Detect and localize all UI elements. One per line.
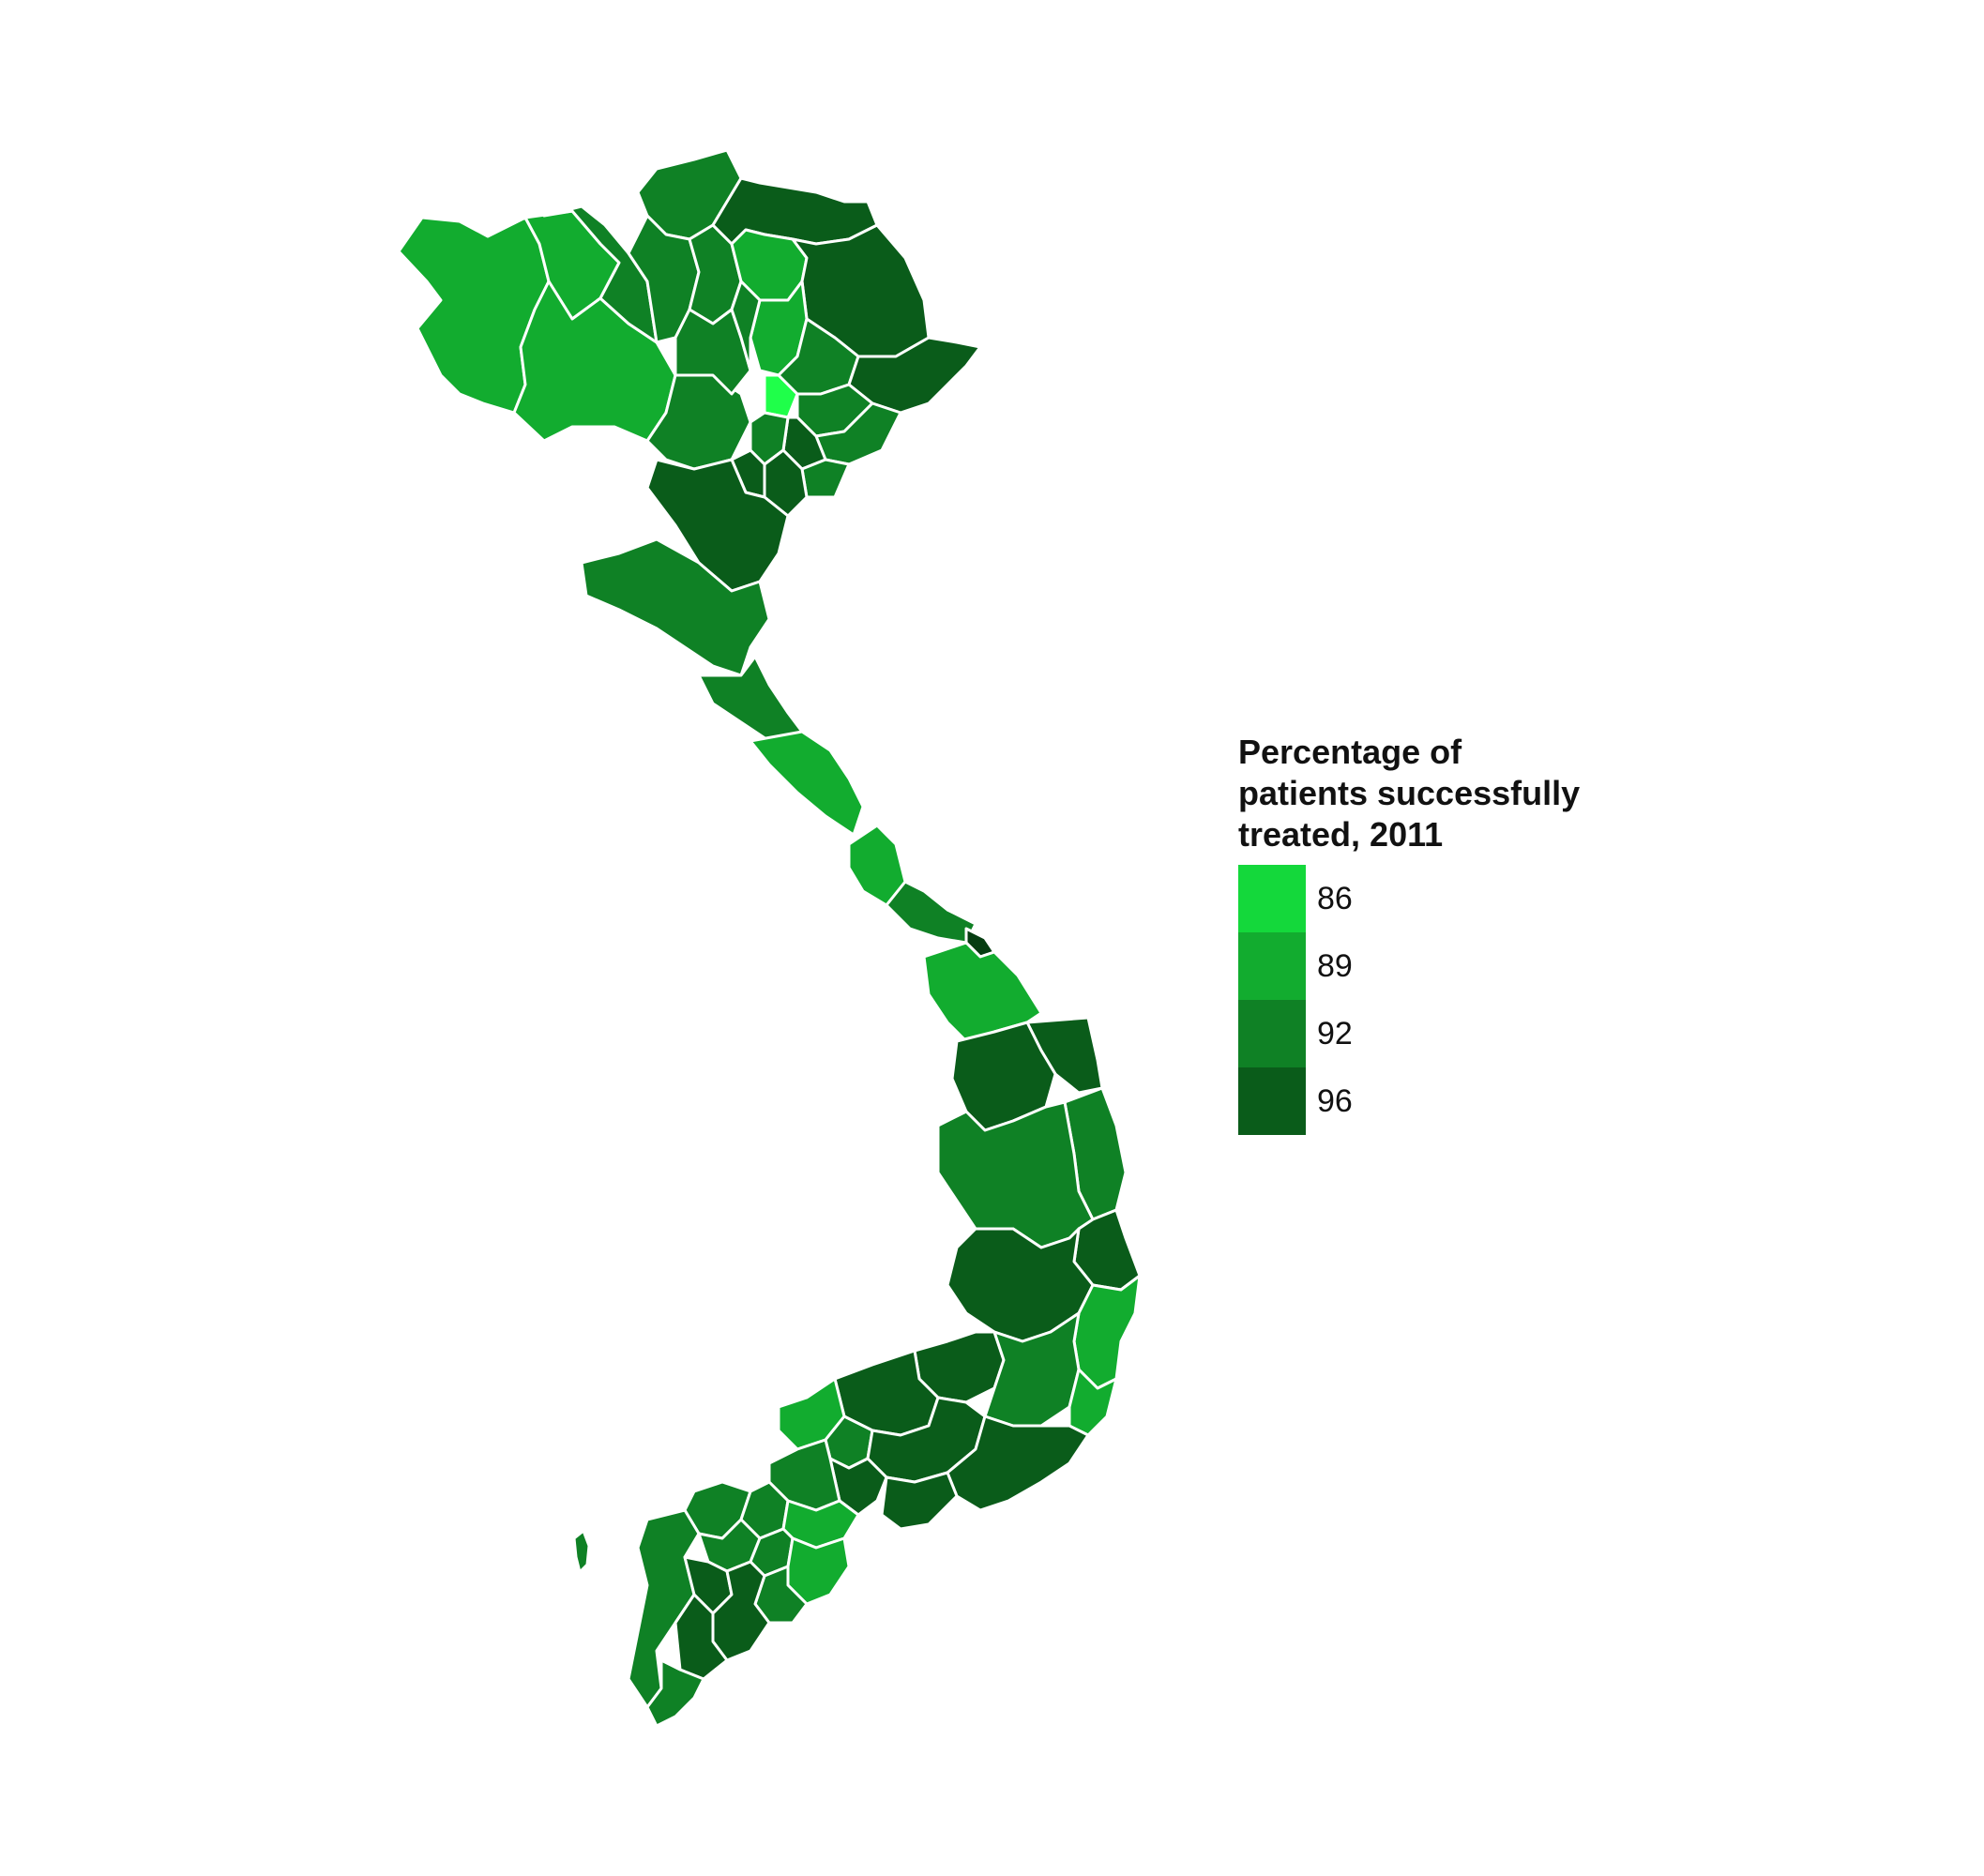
province-nghe-an[interactable]	[580, 537, 771, 677]
legend-items: 86 89 92 96	[1238, 865, 1670, 1135]
map-legend: Percentage of patients successfully trea…	[1238, 732, 1670, 1135]
legend-swatch-89	[1238, 932, 1306, 1000]
province-phu-tho[interactable]	[674, 308, 752, 396]
legend-swatch-96	[1238, 1067, 1306, 1135]
legend-swatch-86	[1238, 865, 1306, 932]
province-vinh-phuc[interactable]	[730, 280, 762, 372]
province-thanh-hoa[interactable]	[645, 458, 790, 593]
province-phu-quoc-island[interactable]	[572, 1529, 591, 1574]
province-group	[397, 148, 1142, 1728]
legend-label-92: 92	[1317, 1016, 1353, 1051]
province-gia-lai[interactable]	[936, 1100, 1095, 1249]
legend-label-89: 89	[1317, 948, 1353, 984]
legend-item-92: 92	[1238, 1000, 1670, 1067]
province-thua-thien-hue[interactable]	[885, 880, 977, 945]
province-thai-binh[interactable]	[800, 458, 851, 499]
legend-title: Percentage of patients successfully trea…	[1238, 733, 1581, 854]
province-quang-nam[interactable]	[922, 941, 1043, 1043]
legend-label-86: 86	[1317, 881, 1353, 916]
legend-swatch-92	[1238, 1000, 1306, 1067]
province-lao-cai[interactable]	[542, 204, 659, 344]
province-quang-binh[interactable]	[749, 730, 865, 837]
legend-item-96: 96	[1238, 1067, 1670, 1135]
province-kien-giang[interactable]	[627, 1508, 701, 1709]
province-ba-ria-vung-tau[interactable]	[880, 1471, 959, 1531]
legend-item-89: 89	[1238, 932, 1670, 1000]
legend-label-96: 96	[1317, 1083, 1353, 1119]
province-ha-tinh[interactable]	[697, 655, 804, 743]
province-ca-mau[interactable]	[645, 1658, 705, 1728]
province-cao-bang[interactable]	[711, 176, 879, 246]
legend-item-86: 86	[1238, 865, 1670, 932]
province-soc-trang[interactable]	[711, 1560, 771, 1662]
province-bac-lieu[interactable]	[674, 1593, 729, 1681]
